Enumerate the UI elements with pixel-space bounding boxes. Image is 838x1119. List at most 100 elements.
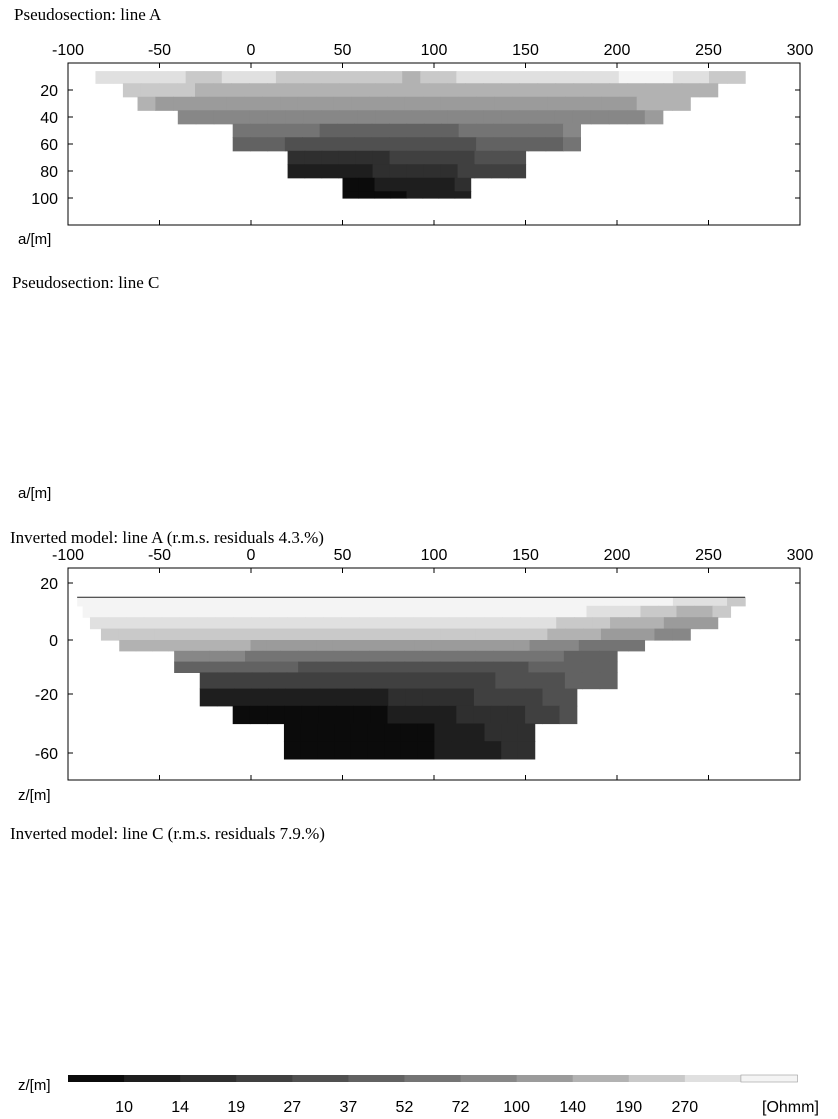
heatmap-cell [298,661,317,673]
heatmap-cell [250,137,269,152]
heatmap-cell [119,640,137,652]
heatmap-cell [475,661,494,673]
heatmap-cell [389,137,408,152]
heatmap-cell [234,672,253,690]
heatmap-cells [95,71,746,199]
colorbar-swatch [460,1075,518,1082]
heatmap-cell [334,741,352,760]
heatmap-cell [337,123,355,138]
colorbar-label: 52 [396,1099,414,1116]
heatmap-cell [537,110,556,125]
heatmap-cell [563,650,583,663]
heatmap-cell [457,661,476,673]
heatmap-cell [563,123,581,138]
heatmap-cell [456,705,475,725]
heatmap-cell [233,617,252,630]
heatmap-cell [393,110,412,125]
x-tick-label: 50 [334,547,352,564]
heatmap-cell [250,640,268,652]
heatmap-cell [627,83,647,98]
heatmap-cell [158,83,178,98]
heatmap-cell [456,597,475,607]
heatmap-cell [321,672,340,690]
heatmap-cell [447,640,465,652]
heatmap-cell [384,723,402,742]
colorbar-label: 10 [115,1099,133,1116]
x-tick-label: -50 [148,42,171,59]
heatmap-cell [441,137,460,152]
heatmap-cell [529,628,548,641]
y-tick-label: -60 [35,746,58,763]
heatmap-cell [371,123,390,138]
heatmap-cell [510,71,530,84]
heatmap-cell [672,597,692,607]
heatmap-cell [405,688,424,707]
heatmap-cell [676,605,696,618]
heatmap-cell [334,605,354,618]
heatmap-cell [100,628,120,641]
heatmap-cell [152,640,170,652]
heatmap-cell [191,661,211,673]
heatmap-cell [709,71,728,84]
heatmap-cell [268,688,287,707]
heatmap-cell [440,96,460,111]
heatmap-cell [458,96,477,111]
heatmap-cell [528,123,547,138]
x-tick-label: 0 [247,42,256,59]
heatmap-cell [155,96,174,111]
heatmap-cell [386,628,406,641]
heatmap-cell [417,723,435,742]
heatmap-cell [283,640,301,652]
heatmap-cell [508,164,527,179]
heatmap-cell [467,723,486,742]
heatmap-cell [681,617,701,630]
heatmap-cell [443,672,462,690]
colorbar-swatch [572,1075,630,1082]
heatmap-cell [434,723,452,742]
x-tick-label: 200 [604,547,631,564]
heatmap-cell [431,640,449,652]
y-tick-label: 0 [49,633,58,650]
heatmap-cell [406,123,425,138]
heatmap-cell [173,96,192,111]
heatmap-cell [184,640,202,652]
heatmap-cell [618,96,638,111]
heatmap-cell [422,650,441,663]
heatmap-cell [402,71,421,84]
heatmap-cell [336,688,355,707]
heatmap-cell [495,672,514,690]
heatmap-cell [389,123,408,138]
heatmap-cell [583,96,602,111]
heatmap-cell [672,96,691,111]
heatmap-cell [463,640,481,652]
heatmap-cell [358,177,376,192]
heatmap-cell [384,71,403,84]
heatmap-cell [369,650,388,663]
heatmap-cell [266,640,284,652]
heatmap-cell [318,705,337,725]
heatmap-cell [547,672,566,690]
heatmap-cell [251,688,269,707]
heatmap-cell [386,650,406,663]
heatmap-cell [280,661,299,673]
heatmap-cell [391,672,409,690]
heatmap-cell [333,661,352,673]
heatmap-cell [251,672,270,690]
heatmap-cell [312,71,331,84]
heatmap-cell [316,605,336,618]
heatmap-cell [215,617,235,630]
heatmap-cell [525,705,543,725]
heatmap-cell [190,605,210,618]
heatmap-cell [439,688,458,707]
heatmap-cell [367,723,385,742]
heatmap-cell [475,628,495,641]
heatmap-cell [420,71,439,84]
heatmap-cell [199,688,218,707]
heatmap-cell [654,71,674,84]
heatmap-cell [538,617,557,630]
heatmap-cell [368,628,388,641]
heatmap-cell [329,597,349,607]
heatmap-cell [350,628,370,641]
heatmap-cell [520,617,539,630]
heatmap-cell [298,650,317,663]
